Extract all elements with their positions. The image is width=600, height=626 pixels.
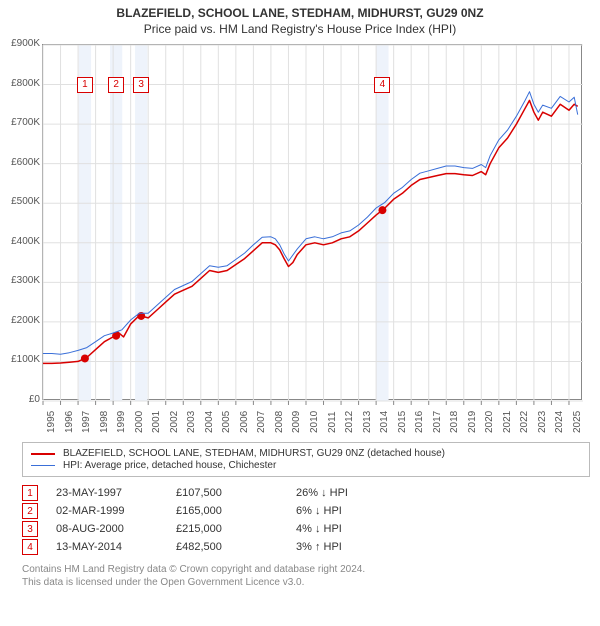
x-tick-label: 2016 <box>414 411 425 433</box>
x-tick-label: 2023 <box>537 411 548 433</box>
x-tick-label: 2018 <box>449 411 460 433</box>
transaction-date: 02-MAR-1999 <box>56 505 176 517</box>
x-tick-label: 2002 <box>169 411 180 433</box>
x-tick-label: 2003 <box>186 411 197 433</box>
x-tick-label: 2010 <box>309 411 320 433</box>
x-tick-label: 2021 <box>502 411 513 433</box>
x-tick-label: 2015 <box>397 411 408 433</box>
footer-attribution: Contains HM Land Registry data © Crown c… <box>22 563 590 589</box>
x-tick-label: 2025 <box>572 411 583 433</box>
legend-swatch <box>31 453 55 455</box>
y-tick-label: £300K <box>4 275 40 286</box>
transaction-row: 1 23-MAY-1997£107,50026% ↓ HPI <box>22 485 590 501</box>
x-tick-label: 2017 <box>432 411 443 433</box>
transaction-date: 23-MAY-1997 <box>56 487 176 499</box>
price-chart: 1995199619971998199920002001200220032004… <box>42 44 582 400</box>
y-tick-label: £600K <box>4 157 40 168</box>
x-tick-label: 2020 <box>484 411 495 433</box>
transaction-price: £107,500 <box>176 487 296 499</box>
transaction-marker: 3 <box>22 521 38 537</box>
x-tick-label: 2019 <box>467 411 478 433</box>
x-tick-label: 2013 <box>362 411 373 433</box>
transaction-marker: 1 <box>22 485 38 501</box>
transaction-row: 2 02-MAR-1999£165,0006% ↓ HPI <box>22 503 590 519</box>
x-tick-label: 2008 <box>274 411 285 433</box>
x-tick-label: 1998 <box>99 411 110 433</box>
y-tick-label: £0 <box>4 394 40 405</box>
transaction-price: £215,000 <box>176 523 296 535</box>
x-tick-label: 2022 <box>519 411 530 433</box>
transaction-diff: 4% ↓ HPI <box>296 523 416 535</box>
footer-line: Contains HM Land Registry data © Crown c… <box>22 563 590 576</box>
transaction-diff: 26% ↓ HPI <box>296 487 416 499</box>
transaction-row: 3 08-AUG-2000£215,0004% ↓ HPI <box>22 521 590 537</box>
x-tick-label: 1997 <box>81 411 92 433</box>
x-tick-label: 2005 <box>221 411 232 433</box>
y-tick-label: £200K <box>4 315 40 326</box>
transaction-price: £482,500 <box>176 541 296 553</box>
legend-label: HPI: Average price, detached house, Chic… <box>63 460 276 471</box>
x-tick-label: 1995 <box>46 411 57 433</box>
y-tick-label: £800K <box>4 78 40 89</box>
x-tick-label: 2007 <box>256 411 267 433</box>
y-tick-label: £500K <box>4 196 40 207</box>
x-tick-label: 2000 <box>134 411 145 433</box>
chart-title: BLAZEFIELD, SCHOOL LANE, STEDHAM, MIDHUR… <box>0 6 600 20</box>
chart-subtitle: Price paid vs. HM Land Registry's House … <box>0 22 600 36</box>
transaction-date: 08-AUG-2000 <box>56 523 176 535</box>
transaction-marker: 2 <box>22 503 38 519</box>
y-tick-label: £400K <box>4 236 40 247</box>
legend-label: BLAZEFIELD, SCHOOL LANE, STEDHAM, MIDHUR… <box>63 448 445 459</box>
x-tick-label: 2024 <box>554 411 565 433</box>
y-tick-label: £100K <box>4 354 40 365</box>
x-tick-label: 1999 <box>116 411 127 433</box>
x-tick-label: 2006 <box>239 411 250 433</box>
legend-swatch <box>31 465 55 466</box>
transaction-price: £165,000 <box>176 505 296 517</box>
transaction-row: 4 13-MAY-2014£482,5003% ↑ HPI <box>22 539 590 555</box>
x-tick-label: 2014 <box>379 411 390 433</box>
legend-item: HPI: Average price, detached house, Chic… <box>31 460 581 471</box>
x-tick-label: 2001 <box>151 411 162 433</box>
y-tick-label: £900K <box>4 38 40 49</box>
x-tick-label: 2012 <box>344 411 355 433</box>
x-tick-label: 1996 <box>64 411 75 433</box>
legend: BLAZEFIELD, SCHOOL LANE, STEDHAM, MIDHUR… <box>22 442 590 477</box>
chart-canvas <box>43 45 583 401</box>
transaction-diff: 3% ↑ HPI <box>296 541 416 553</box>
x-tick-label: 2009 <box>291 411 302 433</box>
transaction-date: 13-MAY-2014 <box>56 541 176 553</box>
x-tick-label: 2004 <box>204 411 215 433</box>
transaction-diff: 6% ↓ HPI <box>296 505 416 517</box>
footer-line: This data is licensed under the Open Gov… <box>22 576 590 589</box>
y-tick-label: £700K <box>4 117 40 128</box>
transaction-table: 1 23-MAY-1997£107,50026% ↓ HPI 2 02-MAR-199… <box>22 485 590 555</box>
x-tick-label: 2011 <box>327 411 338 433</box>
legend-item: BLAZEFIELD, SCHOOL LANE, STEDHAM, MIDHUR… <box>31 448 581 459</box>
transaction-marker: 4 <box>22 539 38 555</box>
